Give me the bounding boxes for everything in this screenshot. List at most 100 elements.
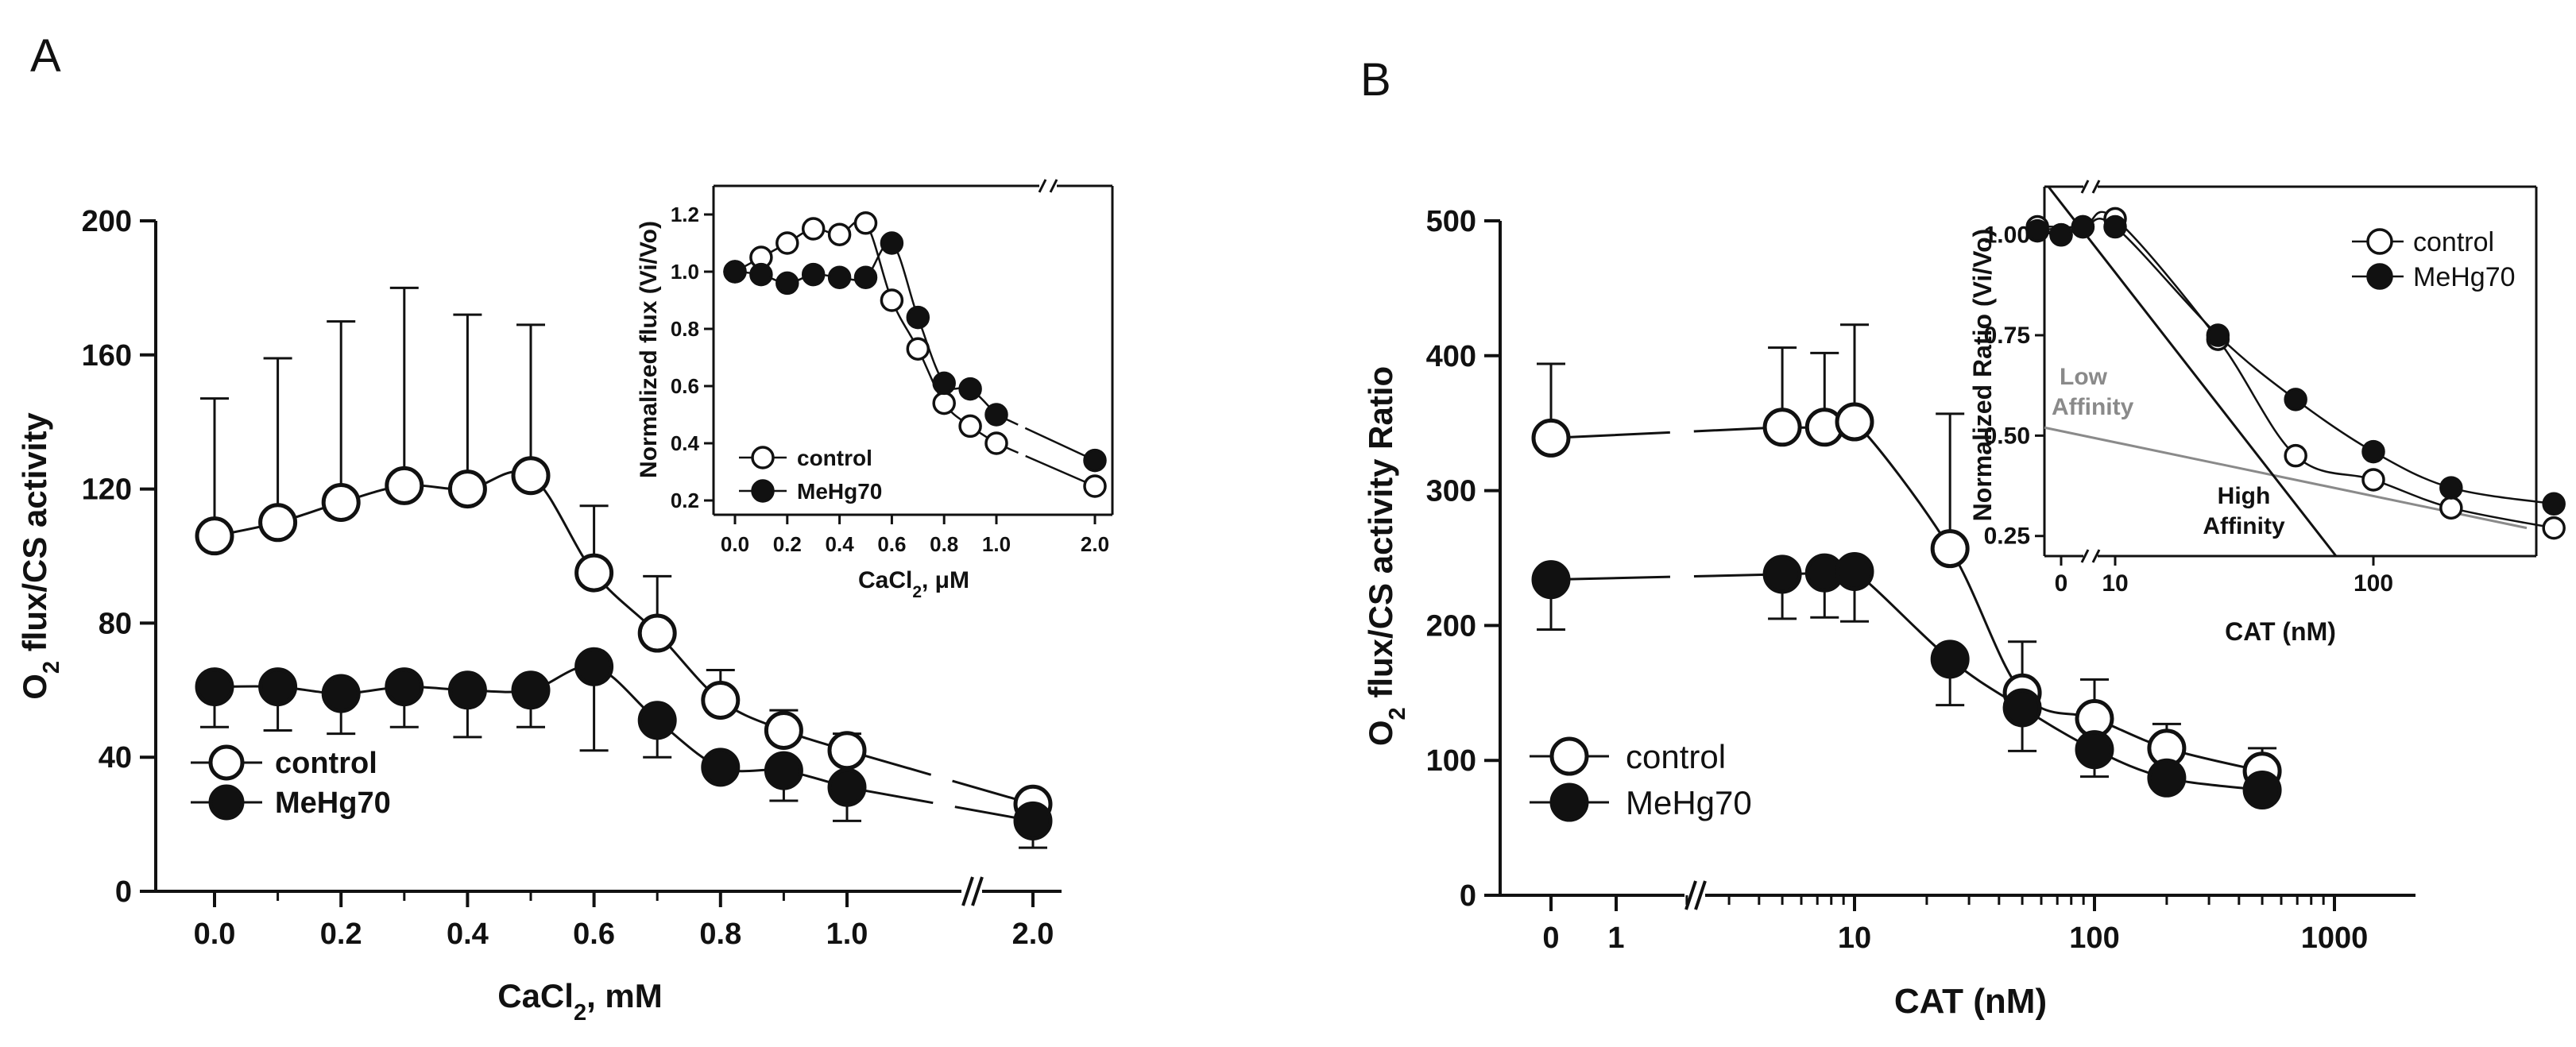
inset-y-tick-label: 0.2 xyxy=(671,489,699,512)
y-axis-title-part: flux/CS activity Ratio xyxy=(1362,366,1399,707)
mehg70-point xyxy=(2242,771,2282,810)
y-tick-label: 160 xyxy=(82,339,132,373)
inset-x-tick-label: 100 xyxy=(2354,570,2393,597)
inset-control-point xyxy=(2361,468,2385,492)
y-axis-title-part: 2 xyxy=(39,661,64,674)
high-affinity-fit-line xyxy=(2047,186,2338,557)
control-point xyxy=(1762,408,1802,447)
inset-x-axis-title-part: , μM xyxy=(922,567,969,593)
control-point xyxy=(321,482,361,522)
inset-legend-marker xyxy=(2366,263,2393,290)
mehg70-point xyxy=(258,667,298,707)
y-tick-label: 400 xyxy=(1426,340,1476,373)
inset-control-point xyxy=(776,231,799,255)
y-tick-label: 200 xyxy=(1426,609,1476,643)
x-tick-label: 0.8 xyxy=(699,918,741,951)
inset-x-tick-label: 0.4 xyxy=(826,532,855,556)
control-point xyxy=(827,731,867,771)
inset-y-tick-label: 0.50 xyxy=(1984,423,2030,449)
mehg70-point xyxy=(447,670,487,710)
inset-mehg70-point xyxy=(958,377,982,401)
legend-marker xyxy=(208,744,245,781)
control-point xyxy=(1930,529,1970,569)
y-tick-label: 80 xyxy=(99,607,132,640)
inset-mehg70-point xyxy=(2071,214,2095,239)
inset-control-point xyxy=(2542,516,2566,540)
series-line-break xyxy=(846,749,1034,806)
inset-series-line-break xyxy=(996,442,1096,488)
mehg70-point xyxy=(1531,560,1571,600)
inset-y-tick-label: 0.4 xyxy=(671,431,700,455)
y-axis-title-part: 2 xyxy=(1385,707,1410,720)
legend-label-control: control xyxy=(1626,738,1726,775)
inset-y-tick-label: 0.25 xyxy=(1984,524,2030,550)
inset-y-tick-label: 1.00 xyxy=(1984,222,2030,249)
y-axis-title-part: flux/CS activity xyxy=(16,412,53,661)
mehg70-point xyxy=(511,670,551,710)
x-axis-break xyxy=(971,876,984,906)
inset-control-point xyxy=(853,211,878,235)
inset-control-point xyxy=(984,431,1008,455)
legend-label-mehg70: MeHg70 xyxy=(275,786,391,820)
series-line-break xyxy=(1550,573,1783,581)
panel-a-inset-chart: 0.2 0.4 0.6 0.8 1.0 1.2 0.0 0.2 0.4 0.6 0.8 1.0 2.0 C… xyxy=(636,179,1114,601)
inset-mehg70-point xyxy=(2103,214,2127,239)
inset-x-axis-title-part: CaCl xyxy=(858,567,912,593)
inset-legend-label-control: control xyxy=(797,446,872,470)
inset-mehg70-point xyxy=(2049,222,2073,247)
control-point xyxy=(195,516,234,556)
mehg70-point xyxy=(1835,551,1874,591)
inset-control-point xyxy=(880,288,904,312)
y-tick-label: 0 xyxy=(1460,879,1476,913)
y-tick-label: 300 xyxy=(1426,475,1476,508)
inset-x-tick-label: 0.0 xyxy=(721,532,749,556)
high-affinity-label: High xyxy=(2218,483,2271,509)
inset-mehg70-point xyxy=(932,371,956,396)
inset-mehg70-point xyxy=(853,265,878,289)
x-tick-label: 0.6 xyxy=(573,918,615,951)
inset-control-point xyxy=(2439,496,2463,520)
inset-y-axis-title: Normalized flux (Vi/Vo) xyxy=(636,221,662,478)
mehg70-point xyxy=(2002,688,2042,728)
x-tick-label: 1 xyxy=(1607,921,1624,955)
y-tick-label: 100 xyxy=(1426,744,1476,778)
inset-break xyxy=(2080,549,2090,563)
legend-marker xyxy=(1549,736,1589,776)
x-axis-break xyxy=(961,876,974,906)
inset-y-tick-label: 0.6 xyxy=(671,374,699,398)
inset-legend-label-mehg70: MeHg70 xyxy=(797,479,882,504)
inset-x-tick-label: 1.0 xyxy=(982,532,1011,556)
control-point xyxy=(258,503,298,543)
x-tick-label: 2.0 xyxy=(1012,918,1054,951)
inset-mehg70-point xyxy=(984,403,1008,427)
inset-mehg70-point xyxy=(827,265,852,289)
inset-mehg70-point xyxy=(749,262,773,287)
mehg70-point xyxy=(1762,554,1802,594)
inset-x-axis-title: CaCl2, μM xyxy=(858,567,969,601)
inset-y-tick-label: 1.0 xyxy=(671,260,699,284)
x-tick-label: 0.4 xyxy=(447,918,489,951)
inset-y-tick-label: 0.75 xyxy=(1984,323,2030,349)
inset-mehg70-point xyxy=(2542,492,2566,516)
x-axis-title-part: , mM xyxy=(586,977,663,1014)
inset-x-tick-label: 0 xyxy=(2055,570,2068,597)
inset-mehg70-point xyxy=(880,231,904,255)
inset-control-point xyxy=(906,337,930,361)
inset-x-tick-label: 0.6 xyxy=(877,532,906,556)
series-line-break xyxy=(846,786,1034,822)
inset-break xyxy=(2091,180,2101,194)
inset-control-point xyxy=(932,391,956,415)
inset-control-point xyxy=(827,222,852,246)
x-tick-label: 0.0 xyxy=(194,918,236,951)
control-point xyxy=(764,710,803,750)
inset-legend-marker xyxy=(751,446,775,469)
legend-marker xyxy=(208,784,245,821)
panel-label-a: A xyxy=(30,30,61,82)
x-tick-label: 10 xyxy=(1838,921,1871,955)
x-tick-label: 100 xyxy=(2069,921,2119,955)
x-tick-label: 0.2 xyxy=(320,918,362,951)
mehg70-point xyxy=(637,701,677,740)
